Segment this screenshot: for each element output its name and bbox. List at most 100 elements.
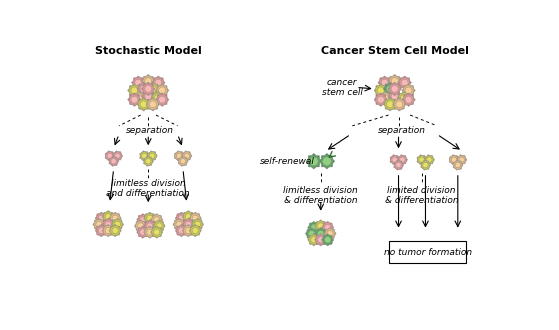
Circle shape — [389, 83, 400, 94]
Polygon shape — [109, 212, 121, 224]
Circle shape — [316, 229, 326, 239]
Polygon shape — [378, 76, 391, 89]
Polygon shape — [109, 156, 119, 166]
Polygon shape — [453, 160, 463, 170]
Circle shape — [192, 215, 198, 221]
Circle shape — [154, 95, 161, 102]
Polygon shape — [102, 218, 115, 231]
Circle shape — [321, 155, 333, 167]
Circle shape — [134, 93, 144, 104]
Circle shape — [451, 157, 457, 162]
Polygon shape — [144, 220, 156, 232]
Circle shape — [389, 76, 400, 86]
Polygon shape — [144, 156, 154, 166]
Polygon shape — [307, 234, 320, 246]
Polygon shape — [93, 218, 105, 231]
Polygon shape — [95, 224, 107, 237]
Circle shape — [112, 219, 122, 229]
Circle shape — [157, 85, 168, 96]
Circle shape — [145, 93, 151, 100]
Circle shape — [107, 153, 112, 159]
Circle shape — [94, 219, 104, 229]
Text: no tumor formation: no tumor formation — [383, 248, 472, 257]
Polygon shape — [417, 155, 427, 165]
Circle shape — [400, 157, 405, 162]
Circle shape — [175, 152, 183, 160]
Circle shape — [145, 159, 151, 164]
Circle shape — [113, 152, 122, 160]
Circle shape — [398, 155, 406, 164]
Circle shape — [140, 217, 146, 223]
Polygon shape — [182, 224, 195, 237]
Polygon shape — [319, 153, 335, 169]
Circle shape — [115, 221, 121, 227]
Circle shape — [138, 99, 149, 110]
Polygon shape — [383, 82, 397, 96]
Circle shape — [183, 212, 193, 222]
Text: limitless division
& differentiation: limitless division & differentiation — [283, 186, 358, 205]
Circle shape — [103, 219, 113, 229]
Circle shape — [399, 77, 410, 88]
Text: limitless division
and differentiation: limitless division and differentiation — [106, 179, 190, 198]
Polygon shape — [378, 91, 392, 105]
Circle shape — [152, 93, 163, 104]
Text: Stochastic Model: Stochastic Model — [95, 46, 202, 56]
Polygon shape — [191, 218, 203, 231]
Polygon shape — [321, 234, 334, 246]
Polygon shape — [144, 226, 156, 238]
Circle shape — [159, 96, 165, 103]
Circle shape — [153, 77, 164, 88]
Circle shape — [405, 87, 412, 94]
Polygon shape — [305, 227, 318, 240]
Circle shape — [180, 159, 186, 164]
Circle shape — [138, 223, 144, 229]
Text: Cancer Stem Cell Model: Cancer Stem Cell Model — [321, 46, 468, 56]
Polygon shape — [175, 224, 187, 237]
Polygon shape — [127, 83, 141, 97]
Circle shape — [381, 79, 388, 86]
Circle shape — [195, 221, 201, 227]
Polygon shape — [137, 97, 150, 111]
Circle shape — [403, 85, 414, 96]
Circle shape — [96, 213, 106, 223]
Circle shape — [98, 227, 105, 234]
Circle shape — [148, 152, 157, 160]
Circle shape — [389, 91, 400, 102]
Polygon shape — [390, 155, 400, 165]
Polygon shape — [111, 218, 124, 231]
Circle shape — [103, 226, 113, 236]
Circle shape — [151, 215, 162, 225]
Circle shape — [110, 226, 120, 236]
Circle shape — [377, 87, 384, 94]
Circle shape — [400, 95, 408, 102]
Polygon shape — [148, 151, 158, 161]
Polygon shape — [315, 220, 327, 232]
Polygon shape — [132, 91, 146, 105]
Text: self-renewal: self-renewal — [259, 157, 314, 166]
Circle shape — [405, 96, 412, 103]
Polygon shape — [394, 160, 404, 170]
Polygon shape — [421, 160, 430, 170]
Circle shape — [423, 162, 428, 168]
Circle shape — [144, 157, 153, 166]
Circle shape — [177, 226, 186, 236]
Circle shape — [380, 93, 391, 104]
Polygon shape — [392, 97, 406, 111]
Circle shape — [311, 224, 317, 231]
Polygon shape — [397, 155, 408, 165]
Circle shape — [96, 226, 106, 236]
Circle shape — [146, 229, 153, 235]
Circle shape — [151, 227, 162, 237]
Circle shape — [377, 96, 384, 103]
Circle shape — [98, 215, 105, 221]
Circle shape — [190, 213, 200, 223]
Circle shape — [112, 215, 119, 221]
Text: cancer
stem cell: cancer stem cell — [322, 78, 363, 97]
Polygon shape — [321, 221, 334, 234]
Polygon shape — [425, 155, 434, 165]
Circle shape — [115, 153, 120, 159]
Circle shape — [145, 213, 155, 223]
Circle shape — [155, 79, 162, 86]
Circle shape — [316, 235, 326, 245]
Polygon shape — [175, 212, 187, 224]
